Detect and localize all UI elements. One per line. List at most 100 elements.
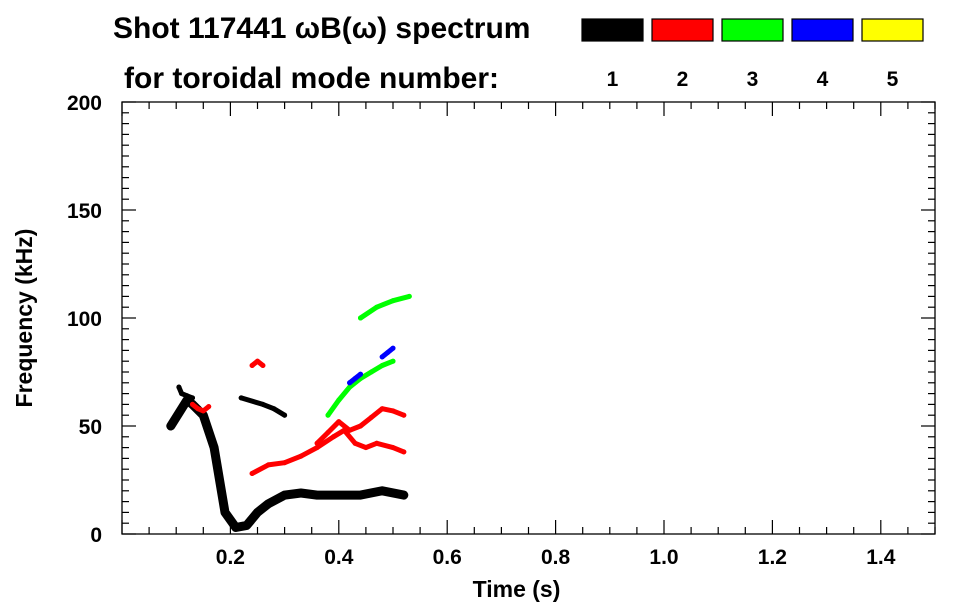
mode-2-point — [282, 460, 288, 466]
mode-2-point — [249, 363, 255, 368]
mode-2-point — [368, 414, 374, 420]
mode-1-point — [179, 391, 185, 397]
mode-4-point — [379, 354, 385, 360]
mode-2-point — [265, 462, 271, 468]
mode-1-point — [271, 406, 277, 412]
plot-area: 0.2 0.4 0.6 0.8 1.0 1.2 1.4 0 50 100 150 200 — [67, 92, 936, 569]
x-tick-label: 1.2 — [758, 546, 787, 569]
x-tick-label: 0.8 — [541, 546, 571, 569]
mode-3-point — [336, 397, 342, 403]
mode-1-point — [190, 395, 195, 401]
mode-2-point — [314, 440, 320, 446]
mode-1-point — [211, 445, 217, 451]
mode-2-point — [200, 408, 206, 414]
legend-label-mode-1: 1 — [607, 68, 619, 91]
mode-3-point — [379, 363, 385, 368]
mode-1-point — [184, 393, 190, 399]
x-tick-label: 1.4 — [866, 546, 896, 569]
mode-1-point — [265, 501, 271, 507]
mode-1-trace-2 — [238, 395, 288, 418]
x-axis-label: Time (s) — [473, 576, 561, 602]
mode-3-trace-1 — [358, 293, 412, 321]
mode-2-point — [336, 419, 342, 425]
mode-2-point — [298, 453, 304, 459]
mode-2-point — [314, 445, 320, 451]
mode-1-point — [260, 401, 266, 407]
mode-3-point — [390, 358, 396, 364]
legend-swatch-mode-2 — [651, 18, 714, 42]
mode-4-point — [352, 376, 358, 381]
x-tick-label: 0.4 — [324, 546, 354, 569]
mode-1-point — [200, 412, 206, 418]
plot-frame — [121, 101, 936, 535]
mode-1-point — [238, 395, 244, 401]
mode-1-point — [244, 522, 250, 528]
mode-1-point — [168, 423, 174, 429]
legend-swatch-mode-3 — [721, 18, 784, 42]
mode-2-point — [249, 471, 255, 476]
mode-1-point — [282, 412, 288, 418]
legend-label-mode-2: 2 — [677, 68, 689, 91]
mode-2-point — [363, 445, 369, 451]
mode-1-trace-1 — [176, 384, 195, 401]
mode-2-point — [379, 406, 385, 412]
mode-1-point — [255, 509, 260, 515]
mode-2-point — [347, 427, 353, 433]
mode-4-point — [385, 350, 391, 356]
mode-1-point — [179, 406, 185, 412]
legend-swatch-mode-4 — [791, 18, 854, 42]
mode-1-point — [298, 490, 304, 496]
y-tick-label: 150 — [67, 200, 102, 223]
legend-label-mode-4: 4 — [817, 68, 829, 91]
mode-2-point — [374, 440, 380, 446]
y-tick-label: 0 — [90, 524, 102, 547]
mode-2-point — [195, 406, 201, 412]
chart-title-line1: Shot 117441 ωB(ω) spectrum — [113, 12, 530, 45]
mode-2-point — [352, 440, 358, 446]
mode-1-point — [336, 492, 342, 498]
mode-3-point — [390, 298, 396, 304]
chart-title-line2: for toroidal mode number: — [124, 62, 499, 95]
mode-2-point — [401, 449, 407, 455]
mode-1-point — [233, 525, 239, 530]
mode-legend: 1 2 3 4 5 — [581, 18, 924, 91]
y-tick-label: 50 — [79, 416, 102, 439]
mode-1-point — [358, 492, 363, 498]
mode-3-point — [406, 293, 412, 299]
x-tick-label: 0.2 — [216, 546, 245, 569]
mode-2-point — [190, 401, 195, 407]
x-tick-label: 0.6 — [433, 546, 462, 569]
axis-ticks: 0.2 0.4 0.6 0.8 1.0 1.2 1.4 0 50 100 150 200 — [67, 92, 936, 569]
mode-2-trace-2 — [190, 401, 212, 414]
mode-4-point — [358, 371, 363, 377]
mode-1-point — [176, 384, 182, 390]
mode-1-point — [401, 492, 407, 498]
mode-2-trace-0 — [249, 427, 407, 476]
y-tick-label: 200 — [67, 92, 102, 115]
spectrum-data-layer — [166, 293, 412, 532]
legend-label-mode-5: 5 — [887, 68, 899, 91]
mode-3-point — [347, 384, 353, 390]
mode-3-point — [368, 369, 374, 375]
y-axis-label: Frequency (kHz) — [11, 229, 37, 408]
legend-swatch-mode-5 — [861, 18, 924, 42]
mode-2-point — [401, 412, 407, 418]
mode-3-point — [325, 412, 331, 418]
mode-1-point — [282, 492, 288, 498]
mode-2-point — [325, 430, 331, 435]
mode-1-point — [379, 488, 385, 494]
mode-4-point — [347, 380, 353, 386]
mode-4-point — [390, 345, 396, 351]
x-tick-label: 1.0 — [649, 546, 678, 569]
mode-3-point — [374, 304, 380, 310]
mode-1-point — [222, 509, 228, 515]
mode-2-point — [390, 445, 396, 451]
mode-2-point — [330, 434, 336, 440]
mode-2-point — [206, 404, 212, 410]
y-tick-label: 100 — [67, 308, 102, 331]
mode-3-point — [358, 315, 363, 321]
mode-2-point — [260, 363, 266, 368]
legend-label-mode-3: 3 — [747, 68, 759, 91]
mode-1-point — [314, 492, 320, 498]
